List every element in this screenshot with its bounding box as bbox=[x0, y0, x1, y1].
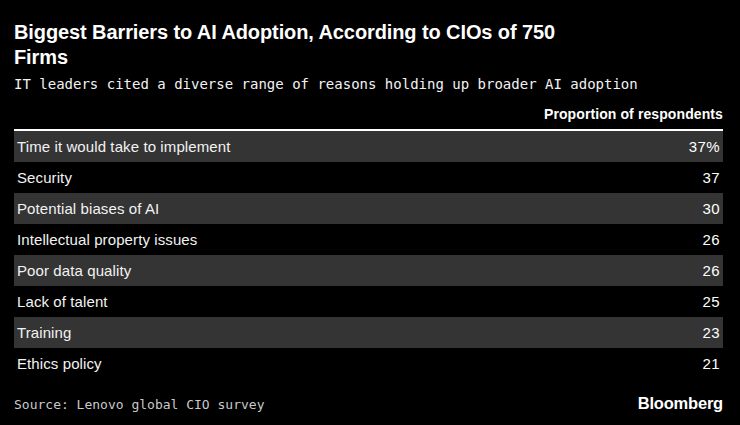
barrier-value: 30 bbox=[703, 200, 721, 217]
bloomberg-logo: Bloomberg bbox=[638, 394, 723, 413]
barrier-label: Potential biases of AI bbox=[17, 200, 159, 217]
chart-title: Biggest Barriers to AI Adoption, Accordi… bbox=[14, 0, 723, 70]
barrier-label: Poor data quality bbox=[17, 262, 131, 279]
barrier-value: 23 bbox=[703, 324, 721, 341]
barrier-label: Training bbox=[17, 324, 71, 341]
source-note: Source: Lenovo global CIO survey bbox=[14, 397, 264, 412]
barrier-value: 37 bbox=[703, 169, 721, 186]
barrier-label: Intellectual property issues bbox=[17, 231, 197, 248]
chart-subtitle: IT leaders cited a diverse range of reas… bbox=[14, 75, 723, 93]
barrier-value: 37% bbox=[689, 138, 720, 155]
barrier-label: Security bbox=[17, 169, 72, 186]
table-row: Poor data quality 26 bbox=[14, 255, 723, 286]
table-row: Time it would take to implement 37% bbox=[14, 131, 723, 162]
table-row: Intellectual property issues 26 bbox=[14, 224, 723, 255]
table-row: Security 37 bbox=[14, 162, 723, 193]
barrier-value: 25 bbox=[703, 293, 721, 310]
barrier-label: Time it would take to implement bbox=[17, 138, 230, 155]
barrier-value: 26 bbox=[703, 262, 721, 279]
chart-footer: Source: Lenovo global CIO survey Bloombe… bbox=[14, 394, 723, 413]
value-column-header: Proportion of respondents bbox=[14, 106, 723, 123]
table-row: Lack of talent 25 bbox=[14, 286, 723, 317]
barrier-value: 21 bbox=[703, 355, 721, 372]
table-row: Training 23 bbox=[14, 317, 723, 348]
table-row: Ethics policy 21 bbox=[14, 348, 723, 379]
barrier-label: Lack of talent bbox=[17, 293, 108, 310]
barrier-value: 26 bbox=[703, 231, 721, 248]
bloomberg-chart-card: Biggest Barriers to AI Adoption, Accordi… bbox=[0, 0, 740, 425]
barrier-label: Ethics policy bbox=[17, 355, 102, 372]
barriers-table: Time it would take to implement 37% Securi… bbox=[14, 131, 723, 379]
table-row: Potential biases of AI 30 bbox=[14, 193, 723, 224]
